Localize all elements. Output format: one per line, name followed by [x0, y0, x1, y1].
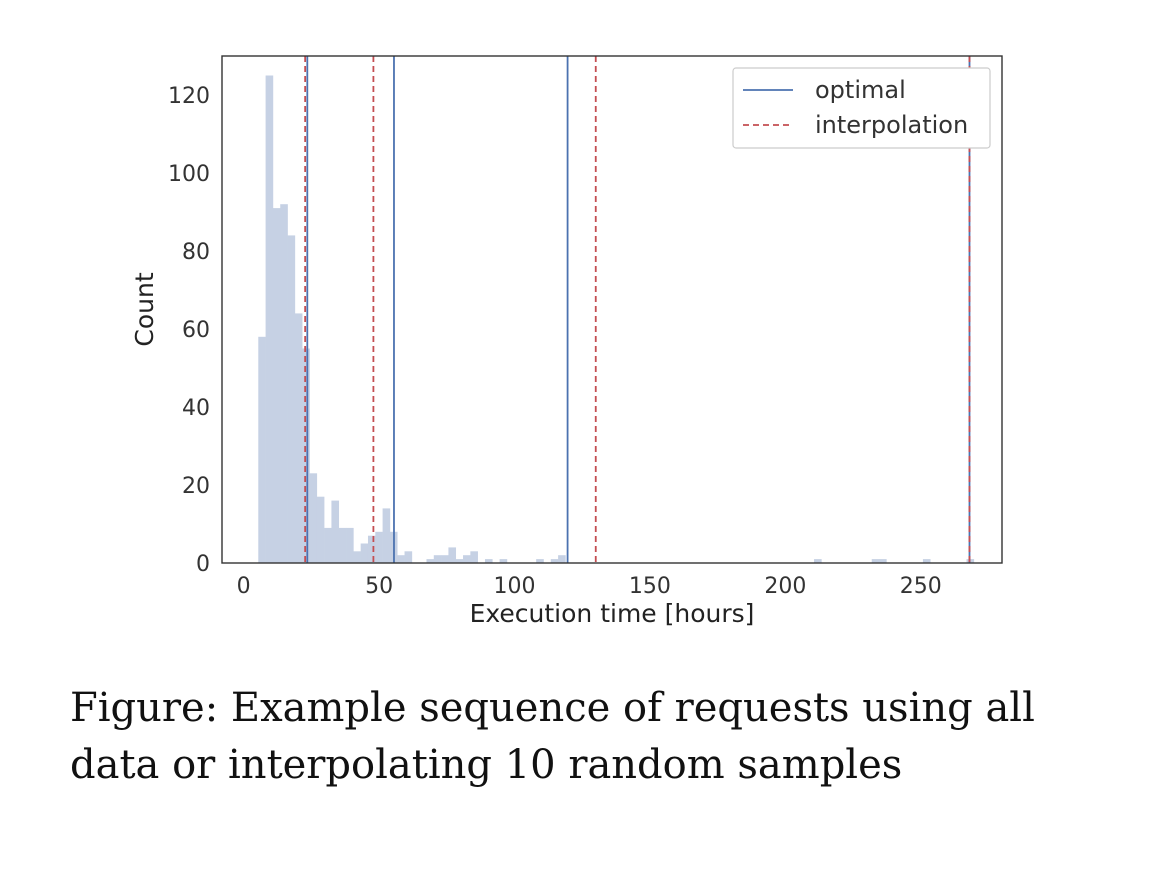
histogram-bar: [484, 559, 493, 563]
histogram-bar: [558, 555, 566, 563]
histogram-bar: [316, 496, 325, 563]
histogram-bar: [455, 559, 464, 563]
x-tick-label: 250: [900, 574, 942, 599]
x-tick-label: 150: [629, 574, 671, 599]
legend-label-interpolation: interpolation: [815, 111, 968, 139]
histogram-bar: [331, 500, 340, 563]
x-axis-ticks: 0 50 100 150 200 250: [237, 574, 942, 599]
histogram-bar: [280, 204, 288, 563]
figure-caption: Figure: Example sequence of requests usi…: [70, 685, 1035, 788]
histogram-bar: [338, 527, 347, 563]
legend-box: [732, 67, 991, 149]
y-axis-ticks: 0 20 40 60 80 100 120: [168, 84, 210, 577]
plot-frame: [221, 55, 1003, 564]
y-axis-label: Count: [130, 272, 159, 346]
histogram-bar: [353, 551, 361, 563]
y-tick-label: 120: [168, 84, 210, 109]
histogram-bar: [258, 336, 266, 563]
histogram-bar: [346, 527, 354, 563]
histogram-bar: [302, 348, 310, 563]
histogram-bar: [499, 559, 508, 563]
histogram-bar: [536, 559, 544, 563]
y-tick-label: 100: [168, 162, 210, 187]
legend: optimal interpolation: [732, 67, 991, 149]
y-tick-label: 80: [182, 240, 210, 265]
histogram-chart: 0 50 100 150 200 250 0 20 40 60 80 100 120 Executio…: [130, 55, 1003, 628]
x-tick-label: 100: [494, 574, 536, 599]
histogram-bar: [309, 473, 318, 563]
histogram-bar: [367, 535, 376, 563]
histogram-bar: [814, 559, 822, 563]
histogram-bar: [375, 531, 383, 563]
histogram-bar: [382, 508, 391, 563]
histogram-bar: [463, 555, 471, 563]
histogram-bar: [397, 555, 405, 563]
histogram-bar: [441, 555, 449, 563]
x-axis-label: Execution time [hours]: [470, 599, 755, 628]
x-tick-label: 0: [237, 574, 251, 599]
histogram-bar: [324, 527, 332, 563]
histogram-bar: [294, 313, 303, 563]
histogram-bar: [360, 543, 369, 563]
legend-label-optimal: optimal: [815, 76, 906, 104]
histogram-bar: [879, 559, 887, 563]
y-tick-label: 20: [182, 474, 210, 499]
histogram-bar: [426, 559, 435, 563]
histogram-bars: [258, 75, 975, 563]
histogram-bar: [922, 559, 931, 563]
histogram-bar: [287, 235, 296, 563]
y-tick-label: 0: [196, 552, 210, 577]
histogram-bar: [265, 75, 274, 563]
histogram-bar: [470, 551, 478, 563]
histogram-bar: [550, 559, 559, 563]
histogram-bar: [871, 559, 880, 563]
y-tick-label: 60: [182, 318, 210, 343]
x-tick-label: 200: [764, 574, 806, 599]
histogram-bar: [433, 555, 442, 563]
histogram-bar: [448, 547, 457, 563]
x-tick-label: 50: [365, 574, 393, 599]
histogram-bar: [272, 208, 281, 563]
y-tick-label: 40: [182, 396, 210, 421]
vertical-lines: [304, 56, 971, 563]
histogram-bar: [404, 551, 413, 563]
